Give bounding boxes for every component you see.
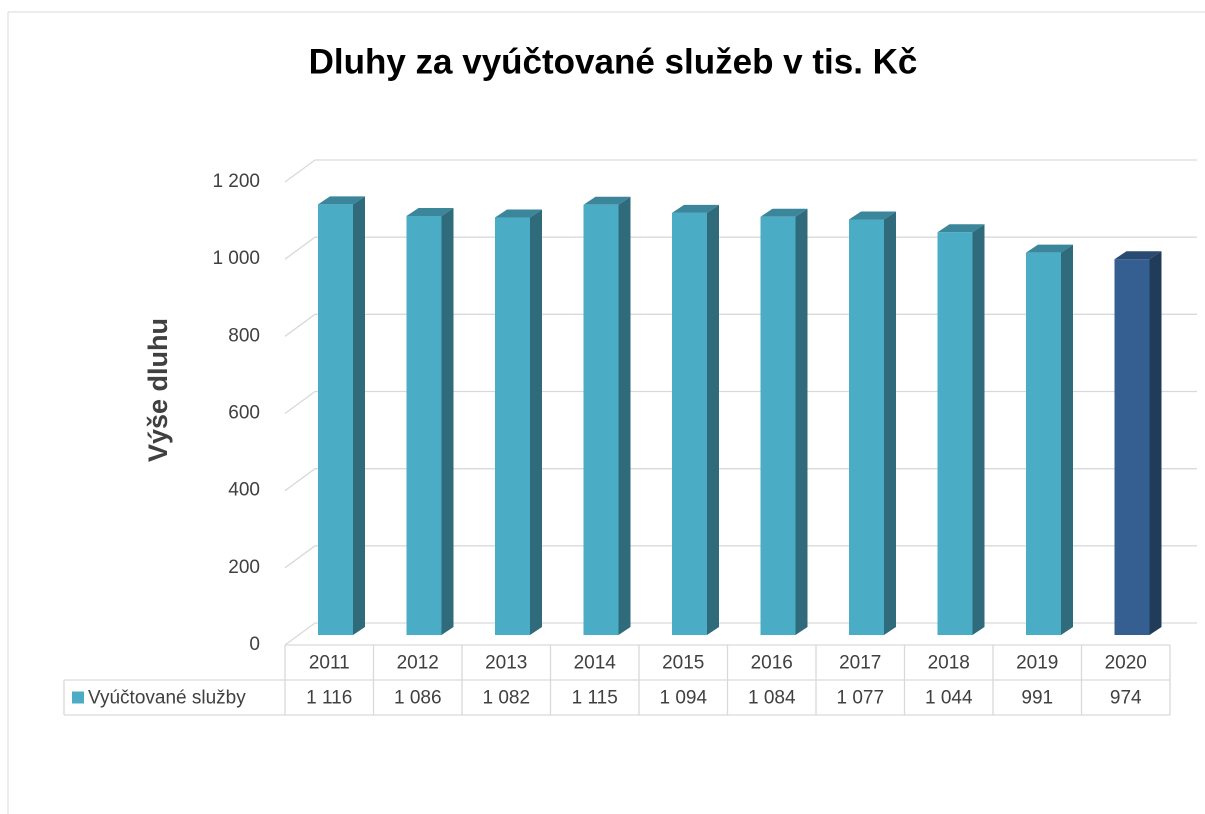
legend-label: Vyúčtované služby	[88, 688, 246, 709]
bar	[672, 212, 707, 636]
grid-line	[284, 159, 1197, 183]
data-table-value: 1 094	[659, 688, 707, 709]
x-tick-label: 2014	[574, 653, 617, 674]
grid-line	[284, 313, 1197, 337]
y-tick-label: 800	[228, 325, 260, 346]
bar-side	[353, 196, 365, 635]
bar-side	[707, 204, 719, 636]
data-table-value: 1 086	[394, 688, 442, 709]
bar-side	[1149, 251, 1162, 635]
bar-top	[672, 204, 719, 213]
x-tick-label: 2011	[309, 653, 350, 674]
x-tick-label: 2020	[1105, 653, 1147, 674]
bar-top	[937, 224, 985, 233]
data-table-value: 1 084	[748, 688, 796, 709]
bar-top	[495, 209, 542, 218]
x-tick-label: 2019	[1016, 653, 1058, 674]
x-tick-label: 2013	[485, 653, 527, 674]
bar-top	[406, 207, 454, 216]
x-tick-label: 2016	[751, 653, 793, 674]
y-tick-label: 400	[228, 480, 260, 501]
bar-side	[795, 208, 808, 636]
bar-side	[884, 211, 896, 635]
bar	[760, 216, 796, 636]
legend-swatch	[72, 691, 84, 704]
bar-top	[849, 211, 896, 220]
y-tick-label: 1 000	[212, 248, 260, 269]
x-tick-label: 2012	[397, 653, 439, 674]
data-table-value: 1 082	[482, 688, 530, 709]
bar-top	[318, 196, 365, 205]
y-tick-label: 600	[228, 403, 260, 424]
bar	[406, 215, 442, 636]
grid-line	[284, 468, 1197, 492]
data-table-value: 991	[1021, 688, 1053, 709]
bar-side	[972, 224, 985, 635]
bar	[318, 204, 353, 635]
data-table-value: 1 044	[925, 688, 973, 709]
bar-side	[441, 207, 454, 636]
data-table-value: 1 116	[306, 688, 352, 709]
x-tick-label: 2015	[662, 653, 704, 674]
bar	[583, 204, 619, 635]
bar	[1114, 259, 1150, 635]
grid-line	[284, 622, 1197, 646]
y-axis-title: Výše dluhu	[143, 318, 173, 462]
data-table-value: 1 077	[836, 688, 884, 709]
y-tick-label: 1 200	[212, 171, 260, 192]
grid-line	[284, 390, 1197, 415]
bar-top	[583, 196, 631, 205]
bar-top	[1114, 251, 1162, 260]
y-tick-label: 200	[228, 557, 260, 578]
bar	[1026, 252, 1061, 635]
data-table-value: 974	[1110, 688, 1142, 709]
data-table-value: 1 115	[572, 688, 618, 709]
x-tick-label: 2017	[839, 653, 881, 674]
bar-top	[1026, 244, 1073, 253]
bar-side	[1061, 244, 1073, 635]
bar-side	[530, 209, 542, 636]
bar-side	[618, 196, 631, 635]
chart-title: Dluhy za vyúčtované služeb v tis. Kč	[309, 42, 918, 81]
x-tick-label: 2018	[928, 653, 970, 674]
bar-top	[760, 208, 808, 217]
grid-line	[284, 545, 1197, 569]
grid-line	[284, 236, 1197, 260]
bar	[849, 219, 884, 635]
bar	[937, 232, 973, 635]
bar	[495, 217, 530, 636]
y-tick-label: 0	[249, 634, 260, 655]
